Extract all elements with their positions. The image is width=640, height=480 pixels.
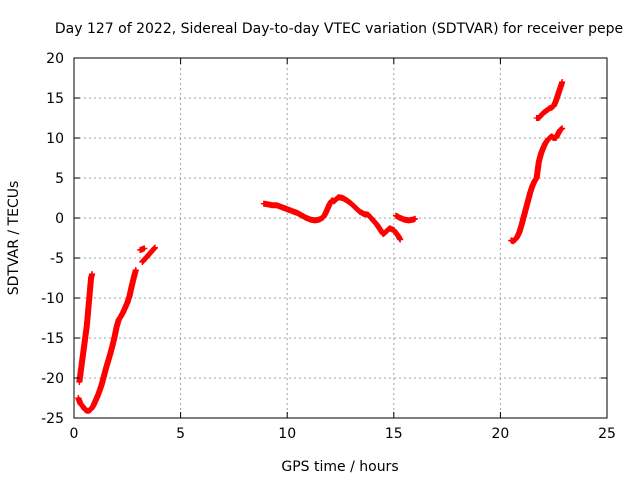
plot-frame	[73, 57, 608, 419]
data-point-markers	[533, 79, 566, 121]
x-tick-label: 15	[385, 426, 403, 442]
data-point-markers	[75, 267, 139, 414]
data-point-markers	[139, 244, 159, 265]
y-tick-label: 20	[46, 51, 64, 67]
y-axis-label: SDTVAR / TECUs	[6, 181, 22, 296]
x-tick-label: 10	[278, 426, 296, 442]
data-segment	[75, 267, 139, 414]
y-tick-label: -20	[41, 371, 64, 387]
x-tick-label: 0	[70, 426, 79, 442]
y-tick-label: 10	[46, 131, 64, 147]
data-segment	[260, 194, 404, 243]
data-segment	[392, 212, 419, 224]
x-tick-label: 5	[176, 426, 185, 442]
y-tick-label: -10	[41, 291, 64, 307]
data-segment	[508, 125, 566, 245]
axis-ticks: 0 5 10 15 20 25 -25 -20 -15 -10 -5 0 5 10 15 20	[41, 51, 616, 442]
y-tick-label: 15	[46, 91, 64, 107]
data-point-markers	[260, 194, 404, 243]
y-tick-label: 5	[55, 171, 64, 187]
data-point-markers	[508, 125, 566, 245]
data-segment	[139, 244, 159, 265]
data-point-markers	[137, 245, 148, 253]
x-axis-label: GPS time / hours	[281, 459, 398, 475]
y-tick-label: 0	[55, 211, 64, 227]
data-segment	[137, 245, 148, 253]
data-segment	[533, 79, 566, 121]
y-tick-label: -15	[41, 331, 64, 347]
data-segment	[76, 271, 96, 385]
x-tick-label: 20	[491, 426, 509, 442]
grid	[74, 58, 607, 418]
data-points	[75, 79, 566, 414]
data-point-markers	[392, 212, 419, 224]
y-tick-label: -5	[50, 251, 64, 267]
data-point-markers	[76, 271, 96, 385]
chart-title: Day 127 of 2022, Sidereal Day-to-day VTE…	[55, 21, 623, 37]
y-tick-label: -25	[41, 411, 64, 427]
x-tick-label: 25	[598, 426, 616, 442]
